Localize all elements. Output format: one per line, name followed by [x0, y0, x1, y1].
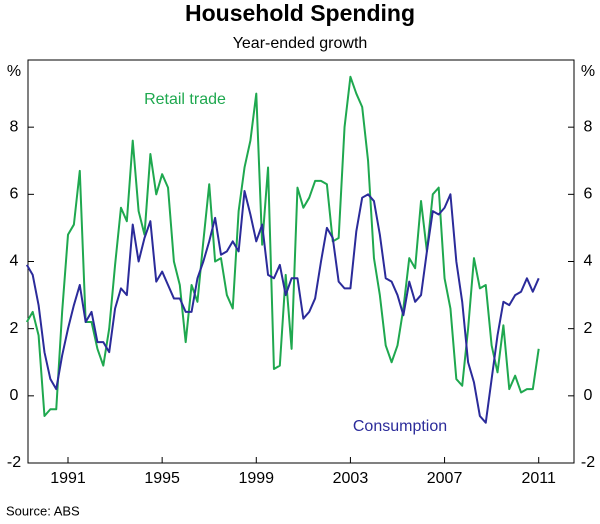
y-tick-label: 2: [10, 320, 19, 337]
y-tick-label: 8: [10, 118, 19, 135]
chart-subtitle: Year-ended growth: [233, 35, 368, 52]
y-axis-label: %: [7, 63, 21, 80]
series-line: [25, 75, 540, 417]
plot-frame: [27, 59, 575, 464]
y-tick-label: -2: [581, 454, 595, 471]
y-tick-label: 8: [584, 118, 593, 135]
x-tick-label: 2007: [427, 470, 463, 487]
x-tick-label: 2011: [521, 470, 556, 487]
y-axis-label: %: [581, 63, 595, 80]
x-tick-label: 1991: [50, 470, 86, 487]
series-line: [25, 189, 540, 424]
x-tick-label: 1995: [144, 470, 180, 487]
source-note: Source: ABS: [6, 503, 80, 518]
y-tick-label: 0: [10, 387, 19, 404]
y-tick-label: 6: [584, 186, 593, 203]
y-tick-label: 6: [10, 186, 19, 203]
y-tick-label: 2: [584, 320, 593, 337]
chart-title: Household Spending: [185, 0, 415, 26]
y-tick-label: 0: [584, 387, 593, 404]
x-tick-label: 1999: [238, 470, 274, 487]
y-tick-label: -2: [7, 454, 21, 471]
x-tick-label: 2003: [333, 470, 369, 487]
series-label: Retail trade: [144, 91, 226, 108]
series-label: Consumption: [353, 418, 447, 435]
y-tick-label: 4: [10, 253, 19, 270]
y-tick-label: 4: [584, 253, 593, 270]
